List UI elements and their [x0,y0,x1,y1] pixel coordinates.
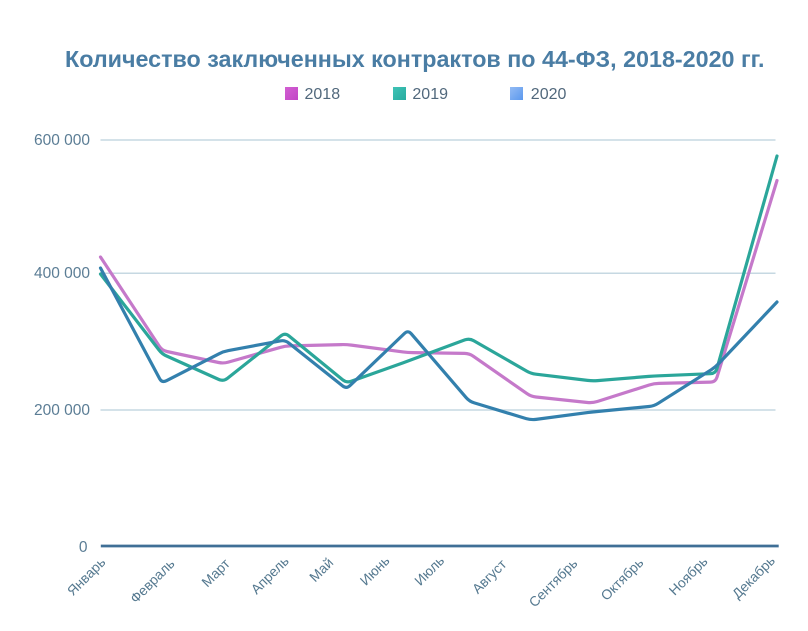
svg-text:Ноябрь: Ноябрь [666,554,710,598]
svg-text:Декабрь: Декабрь [729,553,778,602]
svg-text:Октябрь: Октябрь [598,555,646,603]
svg-text:Июнь: Июнь [357,553,392,588]
svg-text:Февраль: Февраль [127,556,177,606]
svg-text:Июль: Июль [412,553,447,588]
svg-text:Январь: Январь [64,555,108,599]
svg-text:Август: Август [469,556,509,596]
svg-text:Апрель: Апрель [248,553,292,597]
svg-text:Март: Март [199,556,233,590]
svg-text:Май: Май [307,555,337,585]
svg-text:Сентябрь: Сентябрь [526,556,580,610]
